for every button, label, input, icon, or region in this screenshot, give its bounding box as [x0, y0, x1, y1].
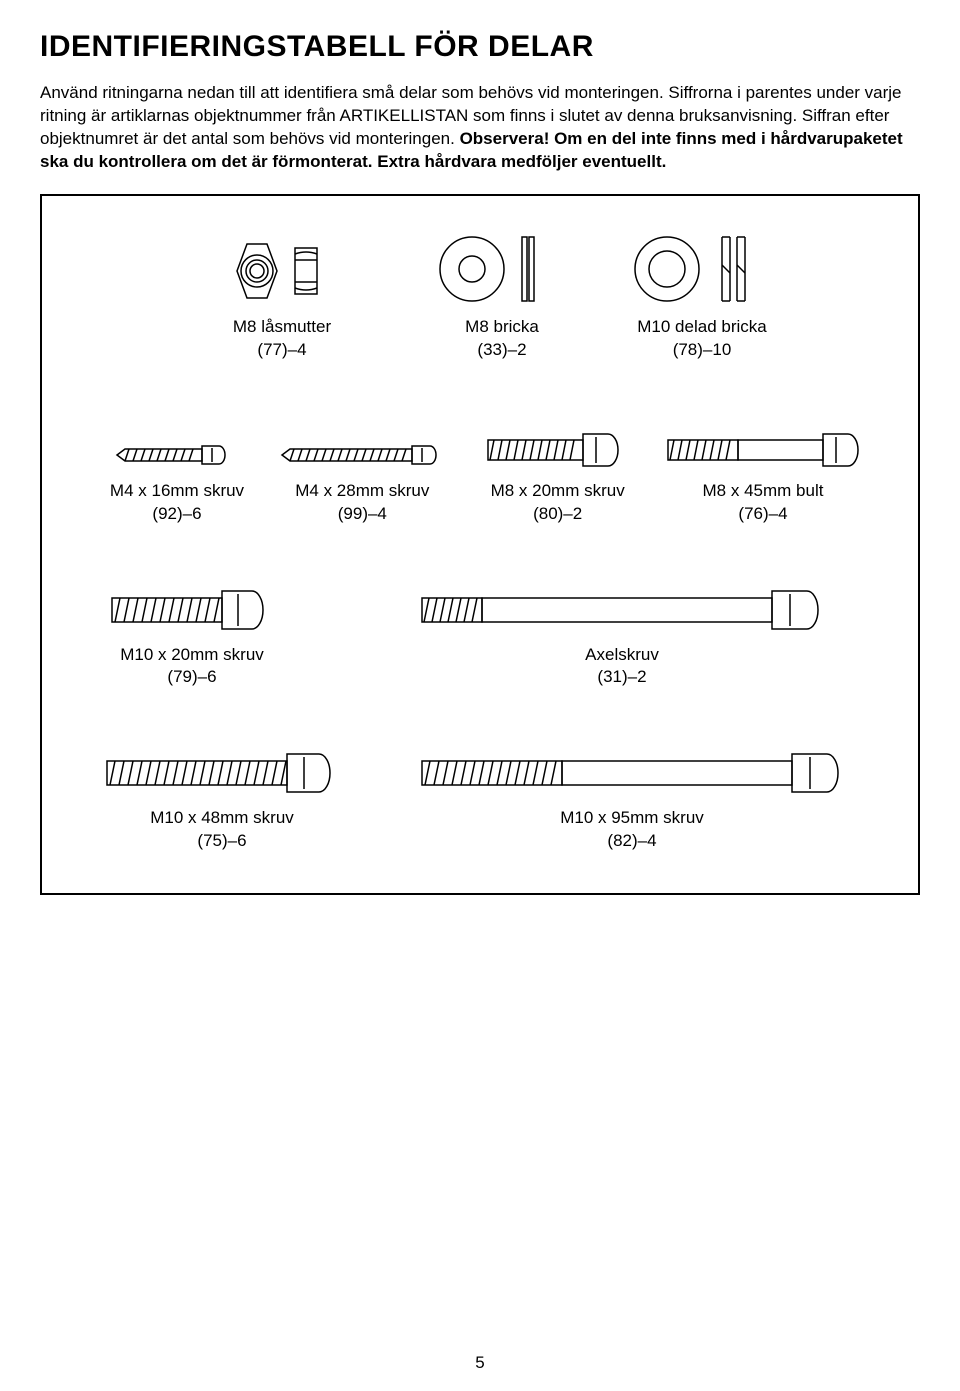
row-3: M10 x 20mm skruv (79)–6: [92, 554, 868, 690]
washer-icon: [432, 226, 572, 306]
splitwasher-icon: [627, 226, 777, 306]
part-washer: M8 bricka (33)–2: [402, 226, 602, 362]
m8-20-ref: (80)–2: [533, 504, 582, 523]
m8-45-icon: [658, 390, 868, 470]
row-2: M4 x 16mm skruv (92)–6: [92, 390, 868, 526]
washer-name: M8 bricka: [465, 317, 539, 336]
row-4: M10 x 48mm skruv (75)–6: [92, 717, 868, 853]
m4-16-icon: [107, 390, 247, 470]
m4-28-name: M4 x 28mm skruv: [295, 481, 429, 500]
m10-20-ref: (79)–6: [167, 667, 216, 686]
axel-name: Axelskruv: [585, 645, 659, 664]
m10-95-ref: (82)–4: [607, 831, 656, 850]
m10-95-name: M10 x 95mm skruv: [560, 808, 704, 827]
m10-20-name: M10 x 20mm skruv: [120, 645, 264, 664]
part-m10-48: M10 x 48mm skruv (75)–6: [92, 717, 352, 853]
m4-28-ref: (99)–4: [338, 504, 387, 523]
m10-48-ref: (75)–6: [197, 831, 246, 850]
axel-ref: (31)–2: [597, 667, 646, 686]
parts-frame: M8 låsmutter (77)–4 M8 bricka (33)–2: [40, 194, 920, 896]
m4-28-icon: [272, 390, 452, 470]
page-title: IDENTIFIERINGSTABELL FÖR DELAR: [40, 30, 920, 64]
m8-45-ref: (76)–4: [738, 504, 787, 523]
part-m10-95: M10 x 95mm skruv (82)–4: [412, 717, 852, 853]
m10-20-icon: [102, 554, 282, 634]
splitwasher-ref: (78)–10: [673, 340, 732, 359]
m10-48-icon: [97, 717, 347, 797]
part-locknut: M8 låsmutter (77)–4: [162, 226, 402, 362]
m8-20-name: M8 x 20mm skruv: [491, 481, 625, 500]
m10-48-name: M10 x 48mm skruv: [150, 808, 294, 827]
page-number: 5: [0, 1353, 960, 1373]
locknut-name: M8 låsmutter: [233, 317, 331, 336]
part-splitwasher: M10 delad bricka (78)–10: [602, 226, 802, 362]
part-m4-16: M4 x 16mm skruv (92)–6: [92, 390, 262, 526]
part-m10-20: M10 x 20mm skruv (79)–6: [92, 554, 292, 690]
row-1: M8 låsmutter (77)–4 M8 bricka (33)–2: [92, 226, 868, 362]
part-m8-45-bult: M8 x 45mm bult (76)–4: [658, 390, 868, 526]
axel-icon: [412, 554, 832, 634]
intro-text: Använd ritningarna nedan till att identi…: [40, 82, 920, 174]
m8-45-name: M8 x 45mm bult: [703, 481, 824, 500]
m4-16-ref: (92)–6: [152, 504, 201, 523]
splitwasher-name: M10 delad bricka: [637, 317, 766, 336]
washer-ref: (33)–2: [477, 340, 526, 359]
part-axel: Axelskruv (31)–2: [412, 554, 832, 690]
locknut-icon: [217, 226, 347, 306]
part-m8-20: M8 x 20mm skruv (80)–2: [463, 390, 653, 526]
part-m4-28: M4 x 28mm skruv (99)–4: [267, 390, 457, 526]
m4-16-name: M4 x 16mm skruv: [110, 481, 244, 500]
m8-20-icon: [478, 390, 638, 470]
locknut-ref: (77)–4: [257, 340, 306, 359]
m10-95-icon: [412, 717, 852, 797]
